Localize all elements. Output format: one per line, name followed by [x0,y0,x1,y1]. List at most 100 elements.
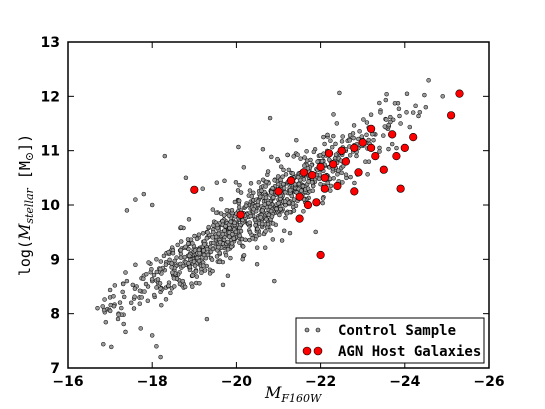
control-point [247,229,253,235]
control-point [281,185,287,191]
control-point [279,238,285,243]
control-point [232,199,238,205]
control-point [121,294,127,300]
control-point [294,137,299,143]
agn-point [295,192,304,201]
control-point [260,146,266,152]
control-point [131,306,137,311]
control-point [291,197,297,202]
control-point [225,247,231,252]
control-point [243,237,248,243]
control-point [302,155,307,160]
control-point [339,139,345,144]
control-point [115,316,121,322]
control-point [237,182,242,188]
control-point [196,258,202,264]
control-point [116,312,121,317]
control-point [172,284,177,289]
control-point [296,181,302,187]
agn-point [316,250,325,260]
control-point [167,257,172,263]
control-point [422,92,427,98]
agn-point [320,173,329,182]
control-point [366,159,372,164]
control-point [169,265,174,270]
control-point [280,174,285,179]
control-point [333,152,339,157]
control-point [194,236,200,242]
control-point [394,145,399,151]
control-point [177,281,183,287]
control-point [199,270,204,275]
control-point [386,146,391,152]
control-point [146,260,151,265]
y-axis-label: log(Mstellar [M⊙]) [15,134,36,276]
agn-host-points [190,89,464,260]
control-point [396,106,402,112]
control-point [236,198,242,204]
control-point [237,240,242,245]
control-point [304,149,309,154]
control-point [318,181,323,187]
control-point [256,180,262,185]
control-point [440,94,445,99]
control-point [240,256,245,262]
control-point [263,184,268,189]
control-point [281,181,286,187]
control-point [154,257,159,262]
control-point [283,172,289,177]
control-point [287,230,293,236]
control-point [275,156,280,162]
control-point [272,278,277,284]
control-point [190,241,195,246]
control-point [359,134,365,139]
control-point [130,282,136,288]
control-point [233,180,239,185]
control-point [132,294,137,299]
control-point [265,221,271,227]
control-point [321,134,326,140]
control-point [210,207,216,212]
control-point [254,245,260,250]
control-point [300,183,306,189]
control-point [264,217,269,222]
control-point [157,266,163,272]
control-point [248,181,254,186]
control-point [220,231,226,237]
control-point [183,244,188,250]
control-point [371,137,376,143]
y-tick-label: 10 [41,198,61,214]
agn-point [329,160,338,169]
control-point [236,204,242,210]
control-point [301,177,307,182]
legend-box [295,317,485,364]
control-point [249,194,255,199]
control-point [180,278,186,284]
agn-point [312,198,321,207]
control-point [260,177,266,183]
control-point [227,225,232,231]
control-point [351,135,356,141]
agn-point [337,146,346,155]
control-sample-points [95,78,445,360]
control-point [218,196,224,202]
control-point [317,152,323,158]
control-point [117,300,123,305]
control-point [283,190,288,195]
control-point [210,246,216,252]
control-point [159,302,164,308]
control-point [232,220,237,226]
control-point [340,134,345,139]
control-point [227,234,232,240]
control-point [178,247,184,253]
control-point [151,292,157,298]
control-point [247,188,253,193]
control-point [161,253,167,259]
control-point [141,191,147,197]
control-point [281,228,287,234]
control-point [186,241,191,246]
control-point [220,282,226,288]
control-point [166,283,171,289]
agn-point [341,157,351,166]
control-point [337,90,342,96]
